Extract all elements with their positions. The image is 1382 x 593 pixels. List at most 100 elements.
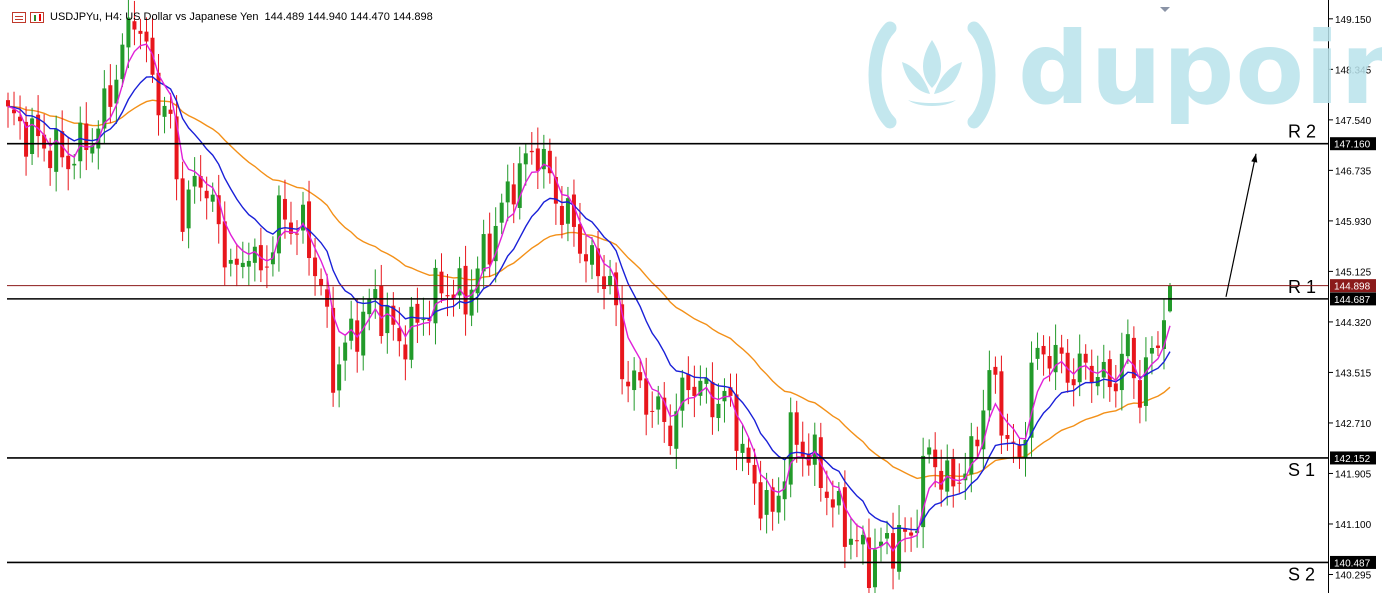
candle-body (1035, 347, 1040, 359)
candle-body (294, 233, 299, 235)
candle-body (367, 299, 372, 315)
candle-body (541, 148, 546, 170)
candle-body (674, 411, 679, 449)
candle-body (830, 499, 835, 508)
candle-body (776, 495, 781, 513)
axis-tick-label: 144.320 (1335, 318, 1372, 329)
candle-body (445, 295, 450, 297)
candle-body (571, 194, 576, 227)
candle-body (433, 267, 438, 324)
candle-body (1059, 347, 1064, 354)
candle-body (301, 204, 306, 231)
candle-body (120, 44, 125, 80)
candle-body (1137, 380, 1142, 408)
candle-body (692, 386, 697, 396)
candle-body (313, 257, 318, 277)
candle-body (608, 275, 613, 286)
candle-body (12, 109, 17, 114)
candle-body (373, 289, 378, 299)
candle-body (475, 268, 480, 294)
candle-body (108, 85, 113, 107)
candle-body (788, 412, 793, 485)
candle-body (24, 121, 29, 157)
axis-tick-label: 141.905 (1335, 469, 1372, 480)
candle-body (222, 221, 227, 268)
candle-body (1161, 320, 1166, 349)
candle-body (325, 289, 330, 307)
axis-tick-label: 142.710 (1335, 419, 1372, 430)
candle-body (1005, 434, 1010, 439)
candle-body (180, 178, 185, 232)
axis-tick-label: 149.150 (1335, 15, 1372, 26)
candles (6, 0, 1172, 593)
candle-body (319, 278, 324, 286)
candle-body (535, 148, 540, 171)
current-price-tag-bg (1330, 279, 1376, 293)
candle-body (1125, 334, 1130, 357)
candle-body (794, 412, 799, 445)
candle-body (427, 317, 432, 321)
candle-body (457, 268, 462, 296)
candle-body (1131, 337, 1136, 379)
chart-menu-icon[interactable] (12, 11, 26, 23)
candle-body (168, 109, 173, 114)
scroll-marker-icon[interactable] (1160, 7, 1170, 12)
candle-body (999, 371, 1004, 436)
candle-body (1083, 353, 1088, 363)
candle-body (1071, 379, 1076, 386)
candle-body (872, 549, 877, 588)
candle-body (1011, 441, 1016, 443)
candle-body (860, 534, 865, 545)
candle-body (505, 181, 510, 203)
candle-body (770, 487, 775, 512)
candle-body (782, 481, 787, 500)
candle-body (981, 410, 986, 450)
candle-body (1053, 344, 1058, 373)
candle-body (240, 262, 245, 268)
candle-body (415, 303, 420, 323)
candle-body (638, 372, 643, 381)
candle-body (114, 79, 119, 104)
candle-body (511, 184, 516, 205)
candle-body (903, 528, 908, 532)
level-price-tag: 144.687 (1334, 295, 1371, 306)
candle-body (848, 538, 853, 545)
candle-body (1113, 383, 1118, 392)
candle-body (439, 271, 444, 294)
candle-body (716, 403, 721, 419)
candles-icon[interactable] (30, 11, 44, 23)
chart-header: USDJPYu, H4: US Dollar vs Japanese Yen 1… (12, 9, 433, 25)
candle-body (529, 150, 534, 153)
axis-tick-label: 141.100 (1335, 520, 1372, 531)
candle-body (421, 319, 426, 321)
candle-body (1029, 362, 1034, 438)
candle-body (481, 234, 486, 272)
candle-body (1023, 439, 1028, 459)
ma-mid-line (7, 76, 1171, 531)
candle-body (216, 195, 221, 225)
candle-body (740, 443, 745, 453)
candle-body (48, 150, 53, 169)
candle-body (84, 123, 89, 151)
candle-body (698, 380, 703, 396)
candle-body (969, 436, 974, 475)
axis-tick-label: 147.540 (1335, 116, 1372, 127)
candle-body (1017, 445, 1022, 457)
candle-body (812, 434, 817, 465)
candle-body (18, 116, 23, 122)
candle-body (710, 381, 715, 418)
candle-body (927, 447, 932, 455)
candle-body (30, 118, 35, 155)
candle-body (975, 439, 980, 447)
candle-body (1089, 365, 1094, 383)
candle-body (728, 387, 733, 396)
candle-body (632, 370, 637, 391)
candle-body (800, 441, 805, 458)
level-price-tag: 147.160 (1334, 140, 1371, 151)
candle-body (680, 377, 685, 411)
candle-body (614, 272, 619, 306)
candle-body (764, 490, 769, 515)
level-price-tag-bg (1330, 292, 1376, 306)
ma-slow-line (7, 99, 1171, 480)
